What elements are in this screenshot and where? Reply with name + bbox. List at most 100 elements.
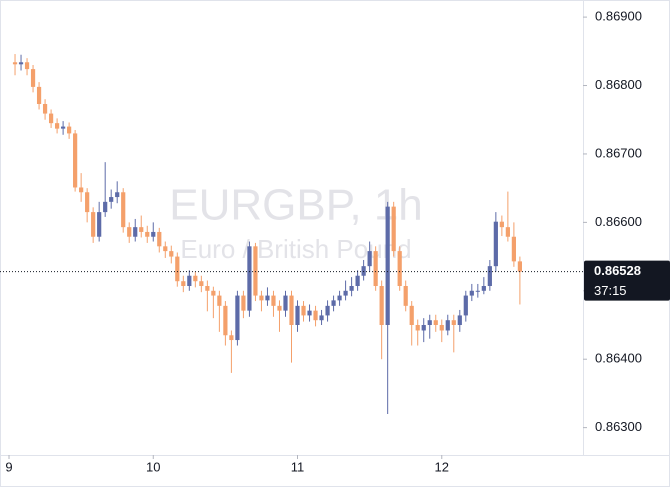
- candle-body: [319, 315, 324, 321]
- y-tick-label: 0.86400: [595, 351, 642, 366]
- candle-body: [427, 320, 432, 325]
- candle-body: [349, 286, 354, 291]
- candle-body: [30, 69, 36, 87]
- candle-body: [115, 192, 120, 198]
- y-tick-label: 0.86600: [595, 214, 642, 229]
- candle-body: [289, 295, 294, 325]
- candle-body: [187, 275, 192, 286]
- last-price-box: [584, 260, 670, 301]
- candle-body: [67, 126, 72, 134]
- candle-body: [175, 256, 180, 282]
- candle-body: [451, 320, 456, 325]
- candle-body: [181, 281, 186, 286]
- candle-body: [433, 320, 438, 325]
- candle-body: [415, 325, 420, 331]
- candle-body: [295, 305, 300, 325]
- candle-body: [127, 227, 132, 237]
- candle-body: [61, 126, 66, 129]
- candle-body: [103, 201, 108, 213]
- candle-body: [265, 295, 270, 301]
- candle-body: [385, 206, 390, 325]
- candle-body: [511, 236, 516, 262]
- candle-body: [397, 251, 402, 286]
- candle-body: [391, 206, 396, 252]
- x-tick-label: 11: [291, 459, 305, 474]
- candle-body: [139, 227, 144, 232]
- candle-body: [48, 113, 54, 124]
- candle-body: [307, 310, 312, 316]
- candle-body: [403, 286, 408, 306]
- candle-body: [205, 286, 210, 291]
- y-tick-label: 0.86800: [595, 77, 642, 92]
- candle-body: [199, 281, 204, 286]
- candle-body: [223, 305, 228, 336]
- candle-body: [505, 227, 510, 237]
- last-price-label: 0.86528: [594, 263, 641, 278]
- candle-body: [331, 300, 336, 306]
- candle-body: [12, 62, 18, 65]
- candle-body: [475, 290, 480, 292]
- candle-body: [325, 305, 330, 316]
- candle-body: [499, 221, 504, 228]
- candle-body: [229, 335, 234, 341]
- candle-body: [85, 192, 90, 213]
- candle-body: [421, 325, 426, 331]
- candle-body: [481, 286, 486, 291]
- candle-body: [18, 62, 24, 65]
- candle-body: [211, 290, 216, 296]
- y-tick-label: 0.86900: [595, 9, 642, 24]
- candle-body: [121, 192, 126, 228]
- candle-body: [493, 221, 498, 267]
- countdown-label: 37:15: [594, 283, 627, 298]
- candle-body: [337, 295, 342, 301]
- candle-body: [157, 231, 162, 247]
- y-tick-label: 0.86700: [595, 145, 642, 160]
- candle-body: [367, 251, 372, 267]
- candle-body: [169, 251, 174, 257]
- candle-body: [253, 246, 258, 296]
- candle-body: [247, 246, 252, 311]
- candle-body: [517, 261, 522, 272]
- candle-body: [217, 295, 222, 306]
- candle-body: [163, 246, 168, 252]
- watermark-subtitle: Euro / British Pound: [180, 234, 411, 264]
- candle-body: [193, 275, 198, 282]
- candle-body: [355, 275, 360, 286]
- candle-body: [379, 286, 384, 325]
- candle-body: [343, 290, 348, 296]
- candle-body: [109, 197, 114, 202]
- candle-body: [42, 104, 48, 114]
- candle-body: [277, 305, 282, 311]
- candle-body: [235, 295, 240, 341]
- candle-body: [301, 305, 306, 316]
- candle-body: [259, 295, 264, 301]
- candle-body: [409, 305, 414, 325]
- candle-body: [283, 295, 288, 311]
- candle-body: [151, 231, 156, 237]
- candle-body: [469, 290, 474, 296]
- x-tick-label: 12: [435, 459, 449, 474]
- candle-body: [91, 212, 96, 237]
- candle-body: [79, 187, 84, 193]
- x-tick-label: 9: [5, 459, 12, 474]
- candle-body: [73, 133, 78, 188]
- y-tick-label: 0.86300: [595, 419, 642, 434]
- candle-body: [445, 320, 450, 331]
- watermark: EURGBP, 1h: [169, 181, 423, 230]
- x-tick-label: 10: [146, 459, 160, 474]
- candle-body: [271, 295, 276, 306]
- candle-body: [373, 251, 378, 286]
- candle-body: [97, 212, 102, 237]
- candle-body: [457, 315, 462, 325]
- candle-body: [241, 295, 246, 311]
- candle-body: [54, 123, 60, 129]
- candle-body: [133, 227, 138, 237]
- candle-body: [361, 266, 366, 276]
- candle-body: [145, 231, 150, 237]
- candle-body: [463, 295, 468, 316]
- candle-body: [24, 62, 30, 70]
- candle-body: [439, 325, 444, 331]
- candle-body: [487, 266, 492, 286]
- candle-body: [313, 310, 318, 321]
